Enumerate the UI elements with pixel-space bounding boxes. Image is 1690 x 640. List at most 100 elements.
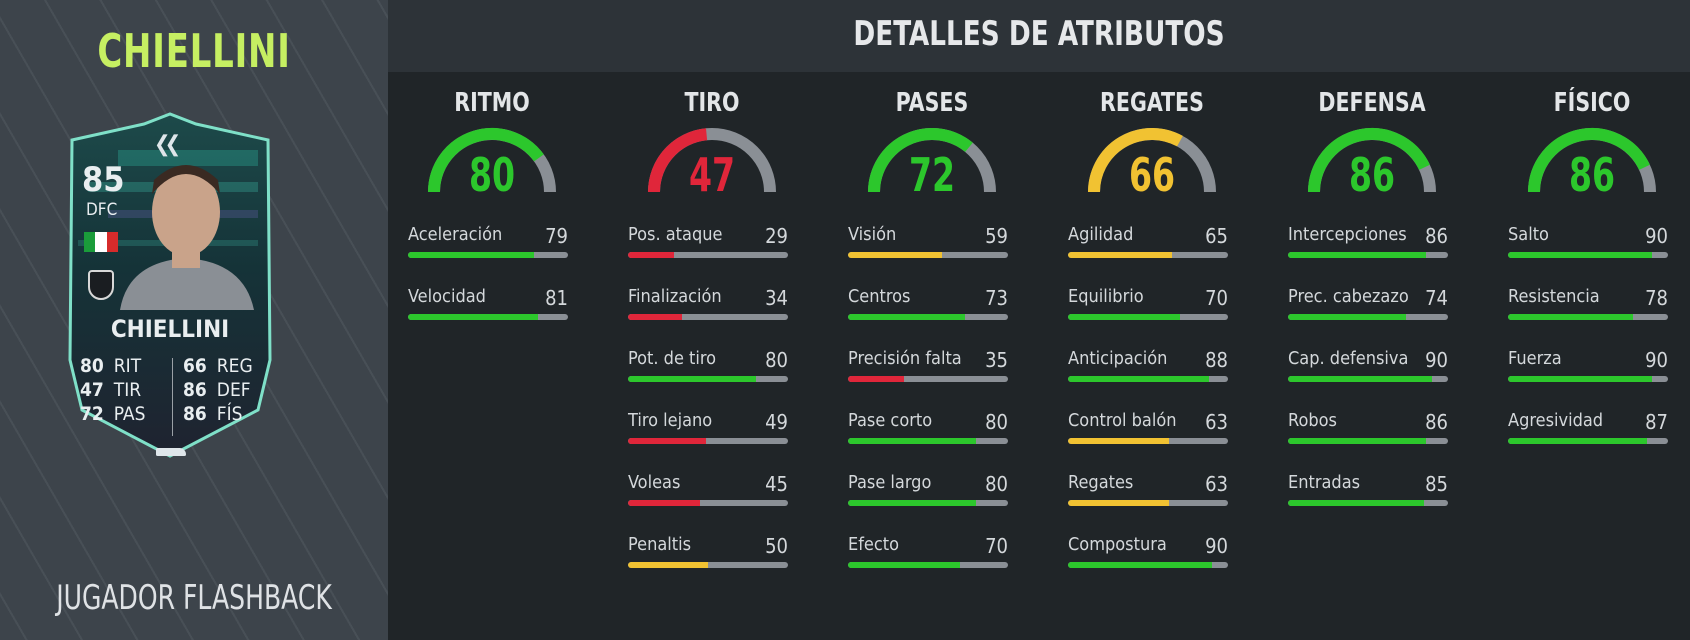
stat-value: 79 — [545, 224, 568, 248]
stat-name: Compostura — [1068, 534, 1167, 555]
stat-bar — [1068, 376, 1228, 382]
stat-bar-fill — [1288, 314, 1407, 320]
stat-name: Centros — [848, 286, 911, 307]
gauge-fill — [1308, 128, 1430, 193]
card-stat: 66 REG — [183, 355, 264, 377]
stat-bar-fill — [1068, 500, 1169, 506]
stat-value: 50 — [765, 534, 788, 558]
stat-bar — [1068, 500, 1228, 506]
stat-name: Pot. de tiro — [628, 348, 717, 369]
gauge-fill — [428, 128, 544, 193]
category-title: PASES — [895, 88, 969, 118]
card-position: DFC — [86, 200, 118, 220]
stat-value: 78 — [1645, 286, 1668, 310]
attributes-panel: RITMO 80 Aceleración 79 Velocidad 81 TIRO 47 Pos… — [388, 72, 1690, 640]
stat-bar — [1288, 376, 1448, 382]
stat-value: 73 — [985, 286, 1008, 310]
stat-row: Intercepciones 86 — [1288, 224, 1448, 258]
stat-bar — [848, 314, 1008, 320]
card-stat-label: DEF — [216, 379, 251, 401]
stat-bar-fill — [1068, 314, 1180, 320]
stat-bar-fill — [1508, 314, 1633, 320]
stat-bar — [848, 376, 1008, 382]
stat-row: Robos 86 — [1288, 410, 1448, 444]
stat-bar — [1068, 314, 1228, 320]
stat-value: 35 — [985, 348, 1008, 372]
stat-name: Precisión falta — [848, 348, 962, 369]
stat-row: Penaltis 50 — [628, 534, 788, 568]
gauge-fill — [1528, 128, 1650, 193]
stat-name: Tiro lejano — [628, 410, 713, 431]
card-stat-value: 86 — [183, 379, 207, 401]
stat-name: Penaltis — [628, 534, 692, 555]
stat-bar — [1288, 314, 1448, 320]
stat-name: Visión — [848, 224, 897, 245]
stat-name: Velocidad — [408, 286, 486, 307]
stat-bar — [1508, 438, 1668, 444]
card-stat: 80 RIT — [80, 355, 161, 377]
stat-name: Equilibrio — [1068, 286, 1144, 307]
stat-bar — [1288, 438, 1448, 444]
stat-bar-fill — [1288, 252, 1426, 258]
category-title: TIRO — [684, 88, 740, 118]
stat-value: 59 — [985, 224, 1008, 248]
category-rating: 72 — [908, 148, 956, 202]
stat-row: Visión 59 — [848, 224, 1008, 258]
stat-bar-fill — [628, 376, 756, 382]
stat-value: 80 — [985, 410, 1008, 434]
card-stat: 47 TIR — [80, 379, 161, 401]
stat-bar-fill — [628, 438, 707, 444]
category-title: REGATES — [1100, 88, 1204, 118]
stat-name: Anticipación — [1068, 348, 1168, 369]
stat-row: Velocidad 81 — [408, 286, 568, 320]
stat-bar — [628, 376, 788, 382]
card-stat-value: 66 — [183, 355, 207, 377]
stat-bar — [408, 314, 568, 320]
card-stat-value: 86 — [183, 403, 207, 425]
card-stats-divider — [172, 358, 173, 436]
nation-flag-icon — [84, 232, 118, 252]
stat-row: Finalización 34 — [628, 286, 788, 320]
card-stat: 86 DEF — [183, 379, 264, 401]
stat-value: 90 — [1645, 224, 1668, 248]
stat-name: Prec. cabezazo — [1288, 286, 1409, 307]
stat-bar-fill — [848, 562, 960, 568]
stat-value: 80 — [985, 472, 1008, 496]
card-stat-value: 80 — [80, 355, 104, 377]
stat-row: Fuerza 90 — [1508, 348, 1668, 382]
stat-name: Regates — [1068, 472, 1134, 493]
stat-bar-fill — [408, 252, 535, 258]
stat-bar — [628, 314, 788, 320]
gauge-fill — [868, 128, 973, 193]
category-rating: 86 — [1568, 148, 1616, 202]
player-card[interactable]: ❮❮ 85 DFC CHIELLINI 80 RIT 66 REG 47 TIR 86… — [48, 110, 292, 470]
stat-value: 63 — [1205, 472, 1228, 496]
rating-gauge — [428, 128, 556, 193]
rating-gauge — [1308, 128, 1436, 193]
stat-row: Agresividad 87 — [1508, 410, 1668, 444]
stat-bar — [628, 500, 788, 506]
stat-name: Aceleración — [408, 224, 503, 245]
stat-row: Regates 63 — [1068, 472, 1228, 506]
stat-row: Agilidad 65 — [1068, 224, 1228, 258]
stat-row: Salto 90 — [1508, 224, 1668, 258]
stat-bar-fill — [1288, 438, 1426, 444]
stat-bar-fill — [1288, 500, 1424, 506]
stat-bar-fill — [1068, 376, 1209, 382]
stat-name: Intercepciones — [1288, 224, 1407, 245]
stat-bar — [848, 438, 1008, 444]
card-frame — [68, 112, 272, 458]
stat-bar — [848, 562, 1008, 568]
stat-row: Pot. de tiro 80 — [628, 348, 788, 382]
stat-name: Pos. ataque — [628, 224, 723, 245]
stat-row: Voleas 45 — [628, 472, 788, 506]
card-stat-label: REG — [216, 355, 253, 377]
stat-bar — [1508, 314, 1668, 320]
stat-bar — [1068, 562, 1228, 568]
stat-bar — [848, 252, 1008, 258]
category-rating: 80 — [468, 148, 516, 202]
stat-bar-fill — [1288, 376, 1432, 382]
stat-bar — [1068, 252, 1228, 258]
stat-bar-fill — [848, 376, 904, 382]
stat-name: Robos — [1288, 410, 1337, 431]
